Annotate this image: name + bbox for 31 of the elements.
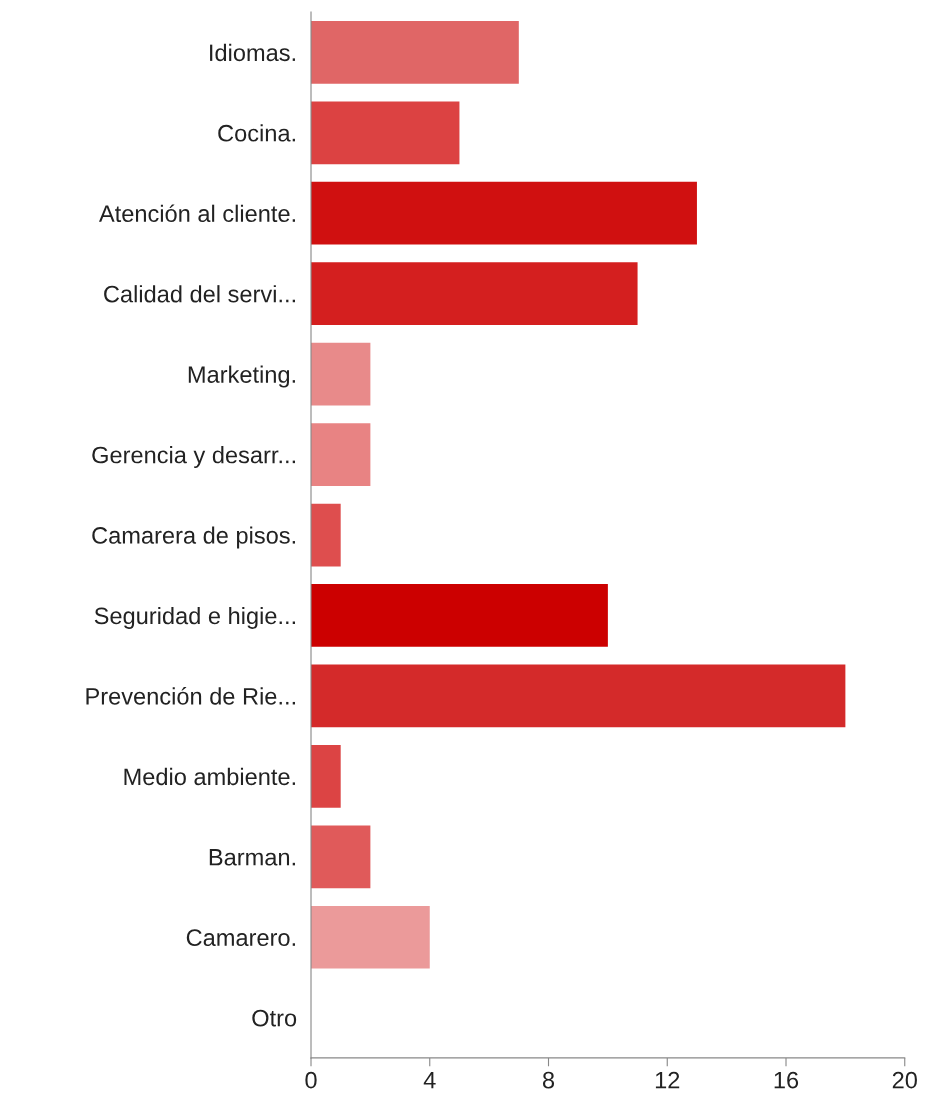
- y-tick-label: Camarero.: [186, 929, 295, 947]
- y-tick-label: Calidad del servi...: [104, 285, 295, 303]
- bar: [311, 503, 341, 567]
- x-tick-label: 20: [892, 1071, 917, 1089]
- y-tick-label: Atención al cliente.: [98, 204, 295, 223]
- bar: [311, 825, 371, 889]
- y-tick-label: Barman.: [209, 849, 295, 866]
- x-tick-label: 12: [655, 1071, 680, 1089]
- bar: [311, 342, 371, 406]
- y-tick-label: Otro: [252, 1009, 297, 1027]
- bar: [311, 744, 341, 808]
- bar: [311, 181, 697, 245]
- y-tick-label: Marketing.: [188, 365, 295, 388]
- x-tick-label: 4: [423, 1071, 436, 1089]
- bar: [311, 905, 430, 969]
- y-tick-label: Seguridad e higie...: [94, 606, 295, 629]
- y-tick-label: Cocina.: [218, 124, 295, 142]
- x-tick-label: 16: [774, 1071, 799, 1089]
- bar: [311, 423, 371, 486]
- y-tick-label: Camarera de pisos.: [92, 526, 295, 549]
- x-tick-label: 0: [305, 1071, 317, 1089]
- y-tick-label: Idiomas.: [210, 43, 295, 62]
- bar: [311, 664, 846, 728]
- bar: [311, 584, 608, 647]
- bar: [311, 262, 638, 326]
- y-tick-label: Gerencia y desarr...: [92, 446, 295, 469]
- y-tick-label: Prevención de Rie...: [86, 687, 295, 705]
- bar: [311, 20, 519, 84]
- y-tick-label: Medio ambiente.: [124, 767, 295, 786]
- bar: [311, 101, 460, 165]
- x-tick-label: 8: [542, 1071, 555, 1089]
